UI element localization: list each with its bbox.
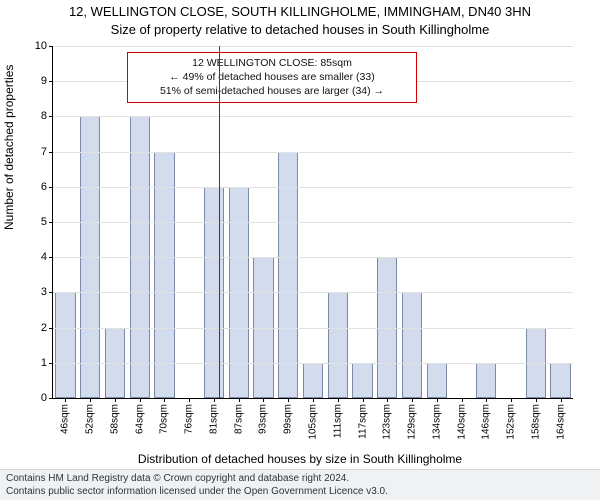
x-axis-label: Distribution of detached houses by size …	[0, 452, 600, 466]
xtick-mark	[239, 398, 240, 402]
ytick-mark	[49, 292, 53, 293]
xtick-label: 105sqm	[308, 404, 319, 440]
ytick-label: 2	[41, 322, 47, 334]
bar	[154, 152, 174, 398]
xtick-mark	[65, 398, 66, 402]
xtick-label: 99sqm	[283, 404, 294, 434]
xtick-label: 146sqm	[481, 404, 492, 440]
infobox-line1: 12 WELLINGTON CLOSE: 85sqm	[136, 56, 408, 70]
ytick-mark	[49, 81, 53, 82]
xtick-label: 87sqm	[233, 404, 244, 434]
bar	[328, 292, 348, 398]
ytick-mark	[49, 257, 53, 258]
xtick-mark	[164, 398, 165, 402]
gridline	[53, 363, 573, 364]
xtick-mark	[214, 398, 215, 402]
xtick-label: 64sqm	[134, 404, 145, 434]
ytick-mark	[49, 222, 53, 223]
xtick-mark	[486, 398, 487, 402]
chart-plot-area: 12 WELLINGTON CLOSE: 85sqm ← 49% of deta…	[52, 46, 573, 399]
footer-line1: Contains HM Land Registry data © Crown c…	[6, 473, 594, 486]
xtick-label: 152sqm	[506, 404, 517, 440]
xtick-label: 129sqm	[407, 404, 418, 440]
marker-line-el	[219, 46, 220, 398]
gridline	[53, 152, 573, 153]
xtick-mark	[90, 398, 91, 402]
gridline	[53, 222, 573, 223]
ytick-mark	[49, 152, 53, 153]
bar	[352, 363, 372, 398]
page-title-line2: Size of property relative to detached ho…	[0, 22, 600, 37]
ytick-label: 7	[41, 146, 47, 158]
gridline	[53, 257, 573, 258]
xtick-label: 117sqm	[357, 404, 368, 439]
xtick-mark	[511, 398, 512, 402]
bar	[278, 152, 298, 398]
ytick-mark	[49, 363, 53, 364]
xtick-mark	[561, 398, 562, 402]
xtick-mark	[437, 398, 438, 402]
bar	[303, 363, 323, 398]
xtick-mark	[462, 398, 463, 402]
gridline	[53, 328, 573, 329]
ytick-label: 4	[41, 251, 47, 263]
bar	[476, 363, 496, 398]
gridline	[53, 187, 573, 188]
ytick-label: 5	[41, 216, 47, 228]
xtick-label: 164sqm	[555, 404, 566, 440]
ytick-label: 3	[41, 286, 47, 298]
ytick-mark	[49, 328, 53, 329]
footer-line2: Contains public sector information licen…	[6, 486, 594, 499]
gridline	[53, 116, 573, 117]
xtick-mark	[313, 398, 314, 402]
ytick-mark	[49, 187, 53, 188]
xtick-label: 134sqm	[431, 404, 442, 440]
gridline	[53, 46, 573, 47]
xtick-mark	[412, 398, 413, 402]
xtick-mark	[363, 398, 364, 402]
xtick-label: 70sqm	[159, 404, 170, 434]
y-axis-label: Number of detached properties	[2, 65, 16, 230]
ytick-label: 9	[41, 75, 47, 87]
infobox-line3: 51% of semi-detached houses are larger (…	[136, 84, 408, 98]
xtick-mark	[387, 398, 388, 402]
gridline	[53, 292, 573, 293]
bar	[550, 363, 570, 398]
xtick-label: 158sqm	[530, 404, 541, 440]
xtick-mark	[288, 398, 289, 402]
bar	[427, 363, 447, 398]
xtick-label: 93sqm	[258, 404, 269, 434]
ytick-label: 10	[35, 40, 47, 52]
marker-infobox: 12 WELLINGTON CLOSE: 85sqm ← 49% of deta…	[127, 52, 417, 103]
ytick-mark	[49, 116, 53, 117]
ytick-label: 6	[41, 181, 47, 193]
footer: Contains HM Land Registry data © Crown c…	[0, 469, 600, 500]
ytick-mark	[49, 46, 53, 47]
xtick-label: 123sqm	[382, 404, 393, 440]
xtick-label: 81sqm	[208, 404, 219, 434]
xtick-mark	[140, 398, 141, 402]
bar	[55, 292, 75, 398]
xtick-mark	[338, 398, 339, 402]
ytick-label: 1	[41, 357, 47, 369]
xtick-mark	[115, 398, 116, 402]
ytick-label: 8	[41, 110, 47, 122]
xtick-label: 52sqm	[85, 404, 96, 434]
bar	[402, 292, 422, 398]
ytick-label: 0	[41, 392, 47, 404]
ytick-mark	[49, 398, 53, 399]
xtick-label: 111sqm	[332, 404, 343, 438]
xtick-label: 76sqm	[184, 404, 195, 434]
infobox-line2: ← 49% of detached houses are smaller (33…	[136, 70, 408, 84]
xtick-mark	[263, 398, 264, 402]
xtick-label: 58sqm	[109, 404, 120, 434]
page-title-line1: 12, WELLINGTON CLOSE, SOUTH KILLINGHOLME…	[0, 4, 600, 19]
xtick-label: 140sqm	[456, 404, 467, 440]
xtick-mark	[189, 398, 190, 402]
xtick-mark	[536, 398, 537, 402]
xtick-label: 46sqm	[60, 404, 71, 434]
